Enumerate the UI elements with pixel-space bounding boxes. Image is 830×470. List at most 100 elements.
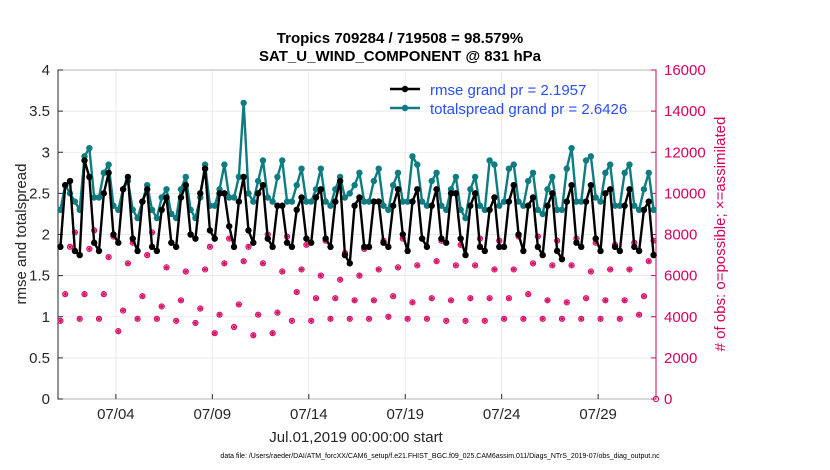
obs-point <box>505 295 513 302</box>
totalspread-point <box>269 198 276 205</box>
obs-point <box>124 260 132 267</box>
obs-point <box>66 243 74 250</box>
obs-assimilated-marker <box>227 236 232 241</box>
obs-assimilated-marker <box>135 316 140 322</box>
obs-assimilated-marker <box>434 259 439 264</box>
rmse-point <box>115 239 122 246</box>
obs-assimilated-marker <box>173 318 179 324</box>
obs-point <box>153 315 160 322</box>
obs-point <box>317 272 324 279</box>
totalspread-point <box>462 214 469 222</box>
obs-assimilated-marker <box>289 318 295 324</box>
obs-point <box>428 295 435 302</box>
rmse-point <box>606 186 614 193</box>
obs-assimilated-marker <box>468 296 473 301</box>
rmse-point <box>414 186 421 193</box>
totalspread-point <box>351 181 358 189</box>
obs-point <box>245 243 252 250</box>
totalspread-point <box>631 202 638 209</box>
obs-assimilated-marker <box>333 296 338 301</box>
obs-assimilated-marker <box>410 300 415 305</box>
totalspread-point <box>578 198 585 205</box>
rmse-point <box>438 235 445 242</box>
obs-point <box>525 291 532 298</box>
rmse-point <box>587 181 595 189</box>
obs-point <box>394 264 402 271</box>
totalspread-point <box>356 169 363 177</box>
totalspread-point <box>414 161 421 168</box>
obs-assimilated-marker <box>67 244 73 250</box>
rmse-point <box>163 194 170 201</box>
rmse-point <box>481 247 488 255</box>
obs-point <box>640 293 648 300</box>
obs-assimilated-marker <box>116 328 121 334</box>
rmse-point <box>288 243 296 251</box>
totalspread-point <box>230 194 238 201</box>
obs-point <box>211 330 218 337</box>
totalspread-point <box>438 202 445 209</box>
rmse-point <box>153 247 161 255</box>
rmse-point <box>486 206 493 214</box>
rmse-point <box>645 198 652 205</box>
rmse-point <box>312 194 320 201</box>
obs-point <box>57 317 64 324</box>
totalspread-point <box>250 198 257 205</box>
obs-assimilated-marker <box>564 300 569 305</box>
rmse-point <box>365 243 373 251</box>
totalspread-point <box>341 194 349 201</box>
rmse-point <box>341 251 349 259</box>
obs-assimilated-marker <box>603 298 608 303</box>
totalspread-point <box>182 173 189 181</box>
totalspread-point <box>168 210 175 218</box>
obs-point <box>529 260 537 267</box>
rmse-point <box>283 239 291 246</box>
obs-point <box>568 262 575 269</box>
rmse-point <box>307 239 315 246</box>
obs-assimilated-marker <box>280 269 285 274</box>
y-right-tick-label: 10000 <box>664 185 706 202</box>
totalspread-point <box>380 202 387 209</box>
obs-point <box>404 315 411 322</box>
totalspread-point <box>525 177 532 185</box>
rmse-point <box>447 190 455 197</box>
obs-assimilated-marker <box>202 267 208 272</box>
obs-assimilated-marker <box>492 267 497 272</box>
rmse-point <box>322 235 329 242</box>
obs-point <box>298 266 305 273</box>
rmse-point <box>650 251 657 259</box>
obs-assimilated-marker <box>241 259 246 264</box>
y-right-tick-label: 8000 <box>664 227 697 244</box>
y-right-tick-label: 12000 <box>664 144 706 161</box>
x-tick-label: 07/04 <box>97 406 135 423</box>
totalspread-point <box>303 198 310 205</box>
obs-point <box>443 317 450 324</box>
obs-point <box>462 317 469 324</box>
obs-assimilated-marker <box>453 263 459 268</box>
totalspread-point <box>443 206 450 214</box>
obs-point <box>120 307 127 314</box>
obs-assimilated-marker <box>390 293 396 299</box>
obs-assimilated-marker <box>130 240 135 245</box>
obs-assimilated-marker <box>260 261 266 266</box>
y-tick-label: 0.5 <box>29 350 50 367</box>
rmse-point <box>361 243 368 251</box>
obs-assimilated-marker <box>145 252 150 258</box>
x-tick-label: 07/24 <box>483 406 521 423</box>
rmse-point <box>505 198 513 205</box>
rmse-series <box>57 157 657 267</box>
rmse-point <box>119 186 127 193</box>
totalspread-point <box>254 177 262 185</box>
obs-point <box>139 293 146 300</box>
totalspread-point <box>259 157 267 164</box>
obs-assimilated-marker <box>472 263 478 268</box>
obs-assimilated-marker <box>540 316 545 322</box>
obs-point <box>385 313 392 320</box>
totalspread-point <box>606 161 614 168</box>
rmse-point <box>172 243 180 251</box>
obs-assimilated-marker <box>101 291 107 297</box>
x-tick-label: 07/09 <box>194 406 232 423</box>
totalspread-point <box>235 173 243 181</box>
totalspread-point <box>544 186 551 193</box>
obs-assimilated-marker <box>545 298 550 303</box>
rmse-point <box>404 247 411 255</box>
